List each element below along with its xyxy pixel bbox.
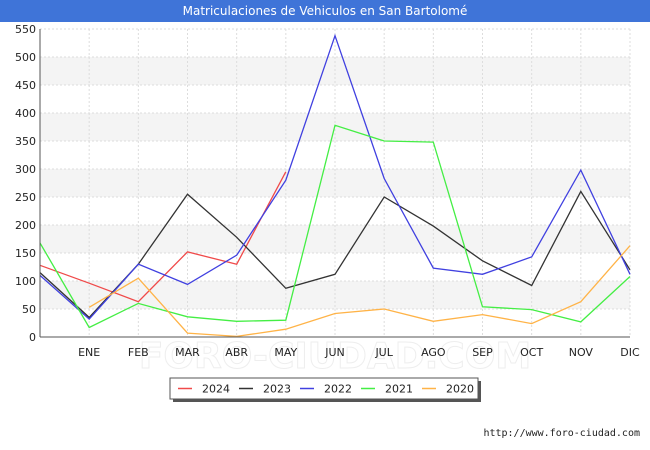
x-tick-label: ENE <box>78 346 100 359</box>
x-tick-label: JUL <box>374 346 393 359</box>
x-tick-label: AGO <box>421 346 446 359</box>
y-tick-label: 550 <box>15 23 36 36</box>
series-line-2024 <box>39 171 287 303</box>
legend-label-2023: 2023 <box>263 383 291 396</box>
y-tick-label: 150 <box>15 247 36 260</box>
legend-label-2022: 2022 <box>324 383 352 396</box>
chart-title: Matriculaciones de Vehiculos en San Bart… <box>0 0 650 22</box>
watermark: FORO-CIUDAD.COM <box>139 336 531 377</box>
x-tick-label: OCT <box>520 346 543 359</box>
x-tick-label: DIC <box>620 346 640 359</box>
y-tick-label: 300 <box>15 163 36 176</box>
x-tick-label: FEB <box>128 346 149 359</box>
footer-url[interactable]: http://www.foro-ciudad.com <box>483 428 640 439</box>
series-line-2020 <box>88 245 631 338</box>
y-tick-label: 500 <box>15 51 36 64</box>
y-tick-label: 50 <box>22 303 36 316</box>
y-tick-label: 100 <box>15 275 36 288</box>
x-tick-label: ABR <box>225 346 248 359</box>
y-tick-labels: 0 50 100 150 200 250 300 350 400 450 500 550 <box>15 23 36 344</box>
x-tick-labels: ENE FEB MAR ABR MAY JUN JUL AGO SEP OCT NOV DIC <box>78 346 640 359</box>
legend-box <box>169 377 479 400</box>
y-tick-label: 400 <box>15 107 36 120</box>
x-tick-label: MAY <box>274 346 297 359</box>
y-tick-label: 350 <box>15 135 36 148</box>
series-line-2021 <box>39 124 631 329</box>
legend: 2024 2023 2022 2021 2020 <box>169 377 481 402</box>
legend-label-2024: 2024 <box>202 383 230 396</box>
y-tick-label: 250 <box>15 191 36 204</box>
y-tick-label: 450 <box>15 79 36 92</box>
x-tick-label: SEP <box>472 346 493 359</box>
x-tick-label: MAR <box>175 346 200 359</box>
axes <box>39 29 630 338</box>
series-line-2022 <box>39 33 631 321</box>
y-tick-label: 200 <box>15 219 36 232</box>
y-tick-label: 0 <box>29 331 36 344</box>
legend-label-2020: 2020 <box>446 383 474 396</box>
x-tick-label: JUN <box>324 346 345 359</box>
legend-label-2021: 2021 <box>385 383 413 396</box>
series-lines <box>39 33 631 338</box>
x-tick-label: NOV <box>569 346 594 359</box>
